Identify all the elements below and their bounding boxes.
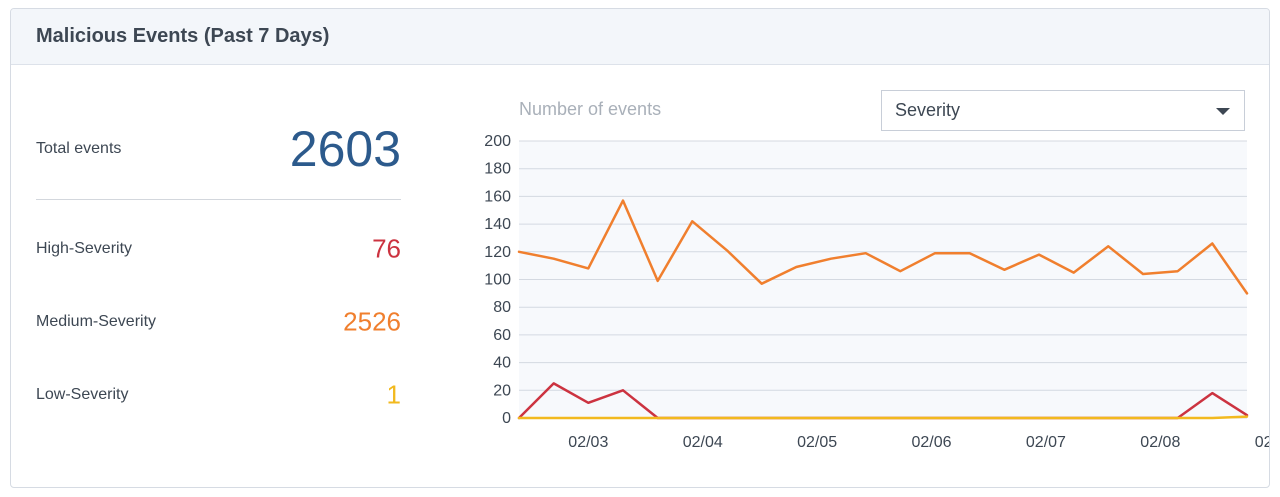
stat-low-label: Low-Severity (36, 386, 129, 403)
stat-low-severity: Low-Severity 1 (36, 375, 401, 415)
x-tick-label: 02/06 (912, 434, 952, 451)
card-header: Malicious Events (Past 7 Days) (11, 9, 1269, 65)
stat-high-value: 76 (372, 233, 401, 264)
stat-high-label: High-Severity (36, 240, 133, 257)
stat-medium-severity: Medium-Severity 2526 (36, 302, 401, 342)
stat-high-severity: High-Severity 76 (36, 229, 401, 269)
x-tick-label: 02/07 (1026, 434, 1066, 451)
severity-dropdown[interactable]: Severity (881, 90, 1245, 131)
y-tick-label: 0 (502, 410, 511, 427)
chart-caption: Number of events (519, 99, 662, 119)
malicious-events-card: Malicious Events (Past 7 Days) Total eve… (10, 8, 1270, 488)
events-line-chart: 0 20 40 60 80 100 120 140 160 180 200 02/03 02/04 02/… (484, 133, 1270, 451)
y-tick-label: 40 (493, 355, 511, 372)
y-tick-label: 200 (484, 133, 511, 150)
y-tick-label: 160 (484, 188, 511, 205)
stat-total-events: Total events 2603 (36, 114, 401, 184)
y-tick-label: 100 (484, 272, 511, 289)
y-tick-label: 60 (493, 327, 511, 344)
stat-total-value: 2603 (289, 121, 401, 177)
x-tick-label: 02/09 (1255, 434, 1270, 451)
stat-medium-label: Medium-Severity (36, 313, 157, 330)
y-tick-label: 180 (484, 161, 511, 178)
stats-divider (36, 199, 401, 200)
y-tick-label: 120 (484, 244, 511, 261)
caret-down-icon (1216, 108, 1230, 115)
y-tick-label: 140 (484, 216, 511, 233)
card-title: Malicious Events (Past 7 Days) (36, 25, 330, 47)
dropdown-selected-value: Severity (895, 100, 961, 120)
y-tick-label: 20 (493, 382, 511, 399)
x-tick-label: 02/03 (568, 434, 608, 451)
y-tick-label: 80 (493, 299, 511, 316)
stat-medium-value: 2526 (343, 306, 401, 337)
series-line-2 (517, 415, 1249, 420)
series-line-0 (517, 199, 1249, 295)
x-tick-label: 02/08 (1140, 434, 1180, 451)
x-tick-label: 02/04 (683, 434, 723, 451)
stat-low-value: 1 (386, 379, 401, 410)
x-tick-label: 02/05 (797, 434, 837, 451)
stat-total-label: Total events (36, 140, 122, 157)
